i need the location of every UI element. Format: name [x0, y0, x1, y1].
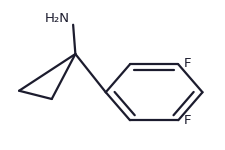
Text: F: F: [184, 114, 191, 128]
Text: H₂N: H₂N: [45, 12, 70, 24]
Text: F: F: [184, 57, 191, 70]
